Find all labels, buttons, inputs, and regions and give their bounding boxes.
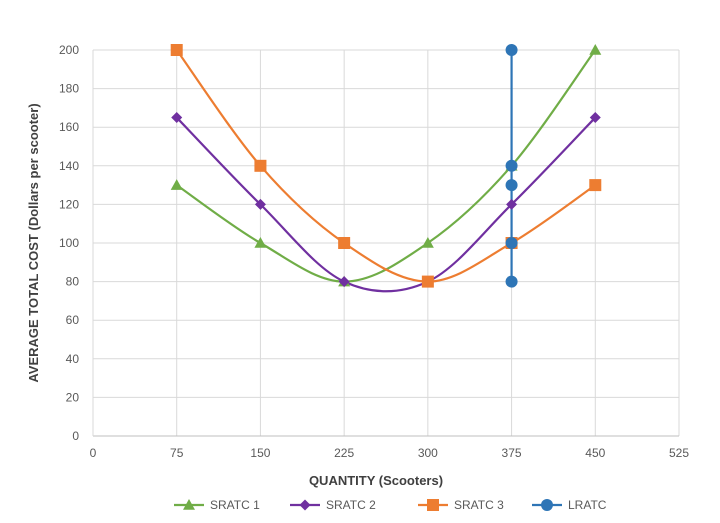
data-point-lratc	[505, 44, 518, 56]
x-tick-label: 150	[250, 446, 270, 460]
data-point-sratc-3	[421, 275, 434, 288]
data-point-sratc-2	[506, 198, 518, 210]
series-line-sratc-1	[176, 49, 597, 283]
legend-label: SRATC 1	[210, 498, 260, 512]
x-tick-label: 225	[334, 446, 354, 460]
data-point-sratc-3	[254, 159, 267, 172]
y-tick-label: 40	[66, 352, 80, 366]
y-tick-label: 20	[66, 390, 80, 404]
x-tick-label: 75	[170, 446, 184, 460]
legend-swatch-marker	[299, 499, 311, 511]
x-axis-title: QUANTITY (Scooters)	[309, 473, 443, 488]
data-point-sratc-1	[589, 44, 602, 55]
series-markers	[170, 44, 602, 288]
legend-swatch-marker	[541, 499, 553, 511]
data-point-sratc-2	[338, 276, 350, 288]
tick-labels: 0 20 40 60 80 100 120 140 160 180 200 0 75 150 225 300 3…	[59, 43, 689, 460]
series-line-sratc-3	[175, 49, 596, 283]
y-axis-title: AVERAGE TOTAL COST (Dollars per scooter)	[26, 103, 41, 382]
series-lines	[175, 49, 597, 293]
x-tick-label: 0	[90, 446, 97, 460]
x-tick-label: 300	[418, 446, 438, 460]
y-tick-label: 200	[59, 43, 79, 57]
x-tick-label: 525	[669, 446, 689, 460]
data-point-sratc-1	[170, 179, 183, 190]
data-point-sratc-3	[338, 237, 351, 249]
legend-swatch-marker	[427, 499, 439, 511]
data-point-lratc	[505, 159, 518, 172]
legend-item-sratc-1: SRATC 1	[174, 498, 260, 512]
y-tick-label: 80	[66, 275, 80, 289]
axes	[92, 50, 679, 437]
x-tick-label: 450	[585, 446, 605, 460]
legend-label: LRATC	[568, 498, 607, 512]
series-line-sratc-2	[175, 116, 597, 293]
legend-swatch-marker	[183, 499, 195, 510]
x-tick-label: 375	[502, 446, 522, 460]
legend: SRATC 1 SRATC 2 SRATC 3 LRATC	[174, 498, 607, 512]
y-tick-label: 140	[59, 159, 79, 173]
y-tick-label: 0	[72, 429, 79, 443]
data-point-sratc-1	[254, 237, 267, 248]
y-tick-label: 160	[59, 120, 79, 134]
grid-lines	[93, 49, 680, 436]
y-tick-label: 180	[59, 82, 79, 96]
y-tick-label: 120	[59, 197, 79, 211]
data-point-lratc	[505, 237, 518, 249]
y-tick-label: 100	[59, 236, 79, 250]
legend-item-sratc-2: SRATC 2	[290, 498, 376, 512]
data-point-sratc-2	[254, 198, 266, 210]
data-point-sratc-3	[589, 179, 602, 192]
legend-label: SRATC 2	[326, 498, 376, 512]
data-point-sratc-2	[171, 112, 183, 124]
legend-label: SRATC 3	[454, 498, 504, 512]
legend-item-lratc: LRATC	[532, 498, 607, 512]
data-point-sratc-1	[421, 237, 434, 248]
legend-item-sratc-3: SRATC 3	[418, 498, 504, 512]
data-point-lratc	[505, 275, 518, 288]
data-point-sratc-3	[170, 44, 183, 56]
data-point-lratc	[505, 179, 518, 192]
y-tick-label: 60	[66, 313, 80, 327]
data-point-sratc-2	[589, 112, 601, 124]
